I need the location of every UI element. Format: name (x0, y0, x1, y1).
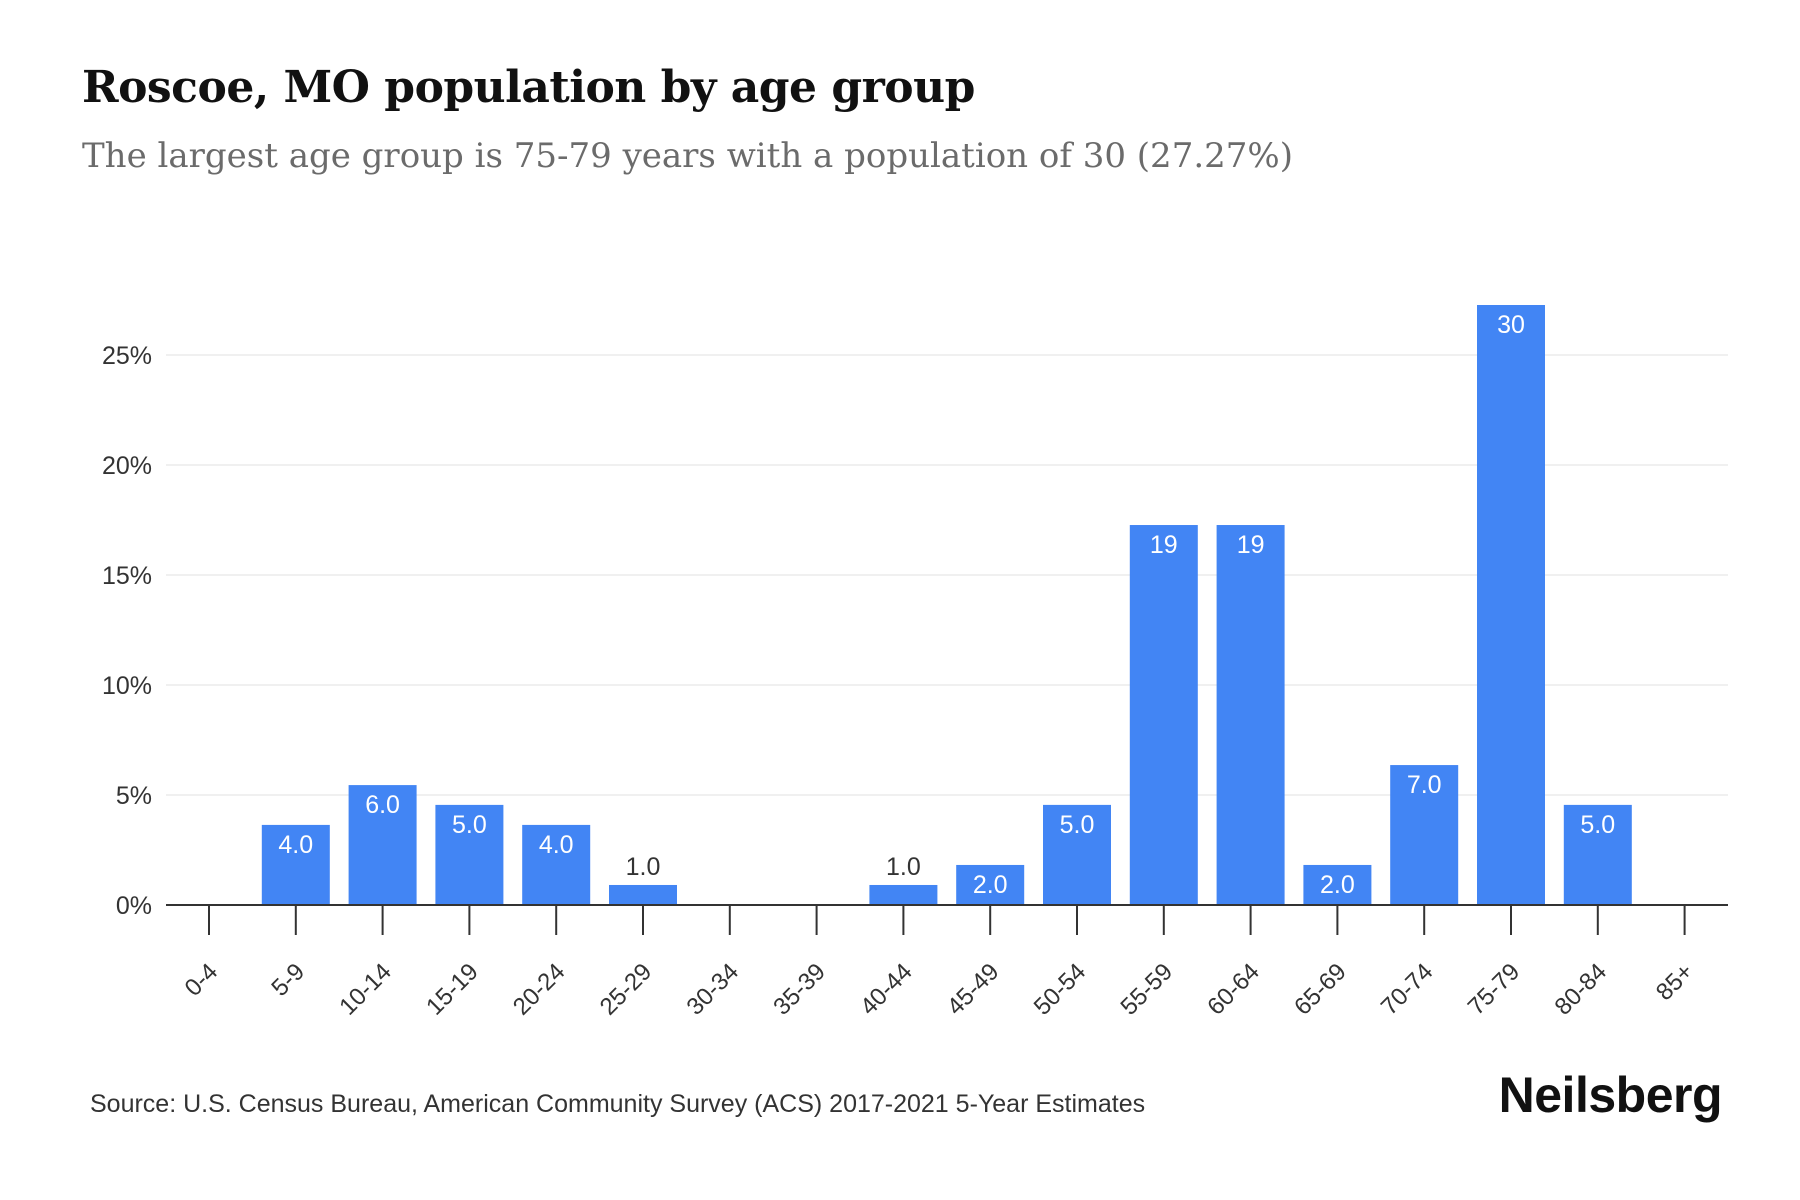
bar-5-9 (261, 824, 330, 905)
bar-value-label: 30 (1497, 311, 1525, 339)
x-tick-label: 10-14 (334, 958, 397, 1021)
x-tick-label: 80-84 (1550, 958, 1613, 1021)
x-tick-label: 85+ (1651, 958, 1699, 1006)
y-tick-label: 10% (102, 672, 152, 700)
x-tick-label: 5-9 (266, 958, 310, 1002)
bar-value-label: 2.0 (1320, 871, 1355, 899)
x-tick-label: 35-39 (768, 958, 831, 1021)
bar-value-label: 1.0 (626, 853, 661, 881)
y-tick-label: 0% (116, 892, 152, 920)
bar-value-label: 5.0 (452, 811, 487, 839)
bar-value-label: 19 (1237, 531, 1265, 559)
gridlines (166, 354, 1728, 796)
x-tick-label: 25-29 (595, 958, 658, 1021)
y-tick-label: 25% (102, 342, 152, 370)
bar-45-49 (956, 864, 1025, 905)
y-axis-ticks: 0% 5% 10% 15% 20% 25% (102, 342, 152, 920)
y-tick-label: 5% (116, 782, 152, 810)
x-axis-ticks: 0-4 5-9 10-14 15-19 20-24 25-29 30-34 35-39 40-4… (180, 905, 1699, 1021)
x-tick-label: 55-59 (1116, 958, 1179, 1021)
x-tick-label: 50-54 (1029, 958, 1092, 1021)
x-tick-label: 70-74 (1376, 958, 1439, 1021)
brand-logo: Neilsberg (1498, 1067, 1723, 1123)
x-tick-label: 30-34 (682, 958, 745, 1021)
bar-value-label: 4.0 (278, 831, 313, 859)
bar-value-label: 2.0 (973, 871, 1008, 899)
bar-65-69 (1303, 864, 1372, 905)
chart-title: Roscoe, MO population by age group (82, 62, 975, 113)
x-tick-label: 75-79 (1463, 958, 1526, 1021)
y-tick-label: 15% (102, 562, 152, 590)
bar-value-label: 5.0 (1060, 811, 1095, 839)
x-tick-label: 45-49 (942, 958, 1005, 1021)
x-tick-label: 65-69 (1289, 958, 1352, 1021)
x-tick-label: 20-24 (508, 958, 571, 1021)
y-tick-label: 20% (102, 452, 152, 480)
bar-80-84 (1563, 804, 1632, 905)
source-note: Source: U.S. Census Bureau, American Com… (90, 1090, 1146, 1118)
bar-60-64 (1216, 525, 1285, 905)
bar-20-24 (522, 824, 591, 905)
bar-value-labels: 4.0 6.0 5.0 4.0 1.0 1.0 2.0 5.0 19 19 2.0 7.0 30 5.0 (278, 311, 1615, 899)
bar-55-59 (1129, 525, 1198, 905)
bar-value-label: 1.0 (886, 853, 921, 881)
bar-value-label: 6.0 (365, 791, 400, 819)
bar-15-19 (435, 804, 504, 905)
x-tick-label: 15-19 (421, 958, 484, 1021)
bar-value-label: 4.0 (539, 831, 574, 859)
x-tick-label: 60-64 (1202, 958, 1265, 1021)
bar-10-14 (348, 785, 417, 905)
x-tick-label: 0-4 (180, 958, 224, 1002)
bar-value-label: 19 (1150, 531, 1178, 559)
chart-subtitle: The largest age group is 75-79 years wit… (82, 136, 1293, 176)
bar-value-label: 5.0 (1580, 811, 1615, 839)
bar-value-label: 7.0 (1407, 771, 1442, 799)
bar-40-44 (869, 884, 938, 905)
x-tick-label: 40-44 (855, 958, 918, 1021)
bars (261, 305, 1632, 905)
bar-25-29 (609, 884, 677, 905)
bar-75-79 (1477, 305, 1545, 905)
bar-70-74 (1390, 765, 1459, 905)
bar-50-54 (1043, 804, 1111, 905)
